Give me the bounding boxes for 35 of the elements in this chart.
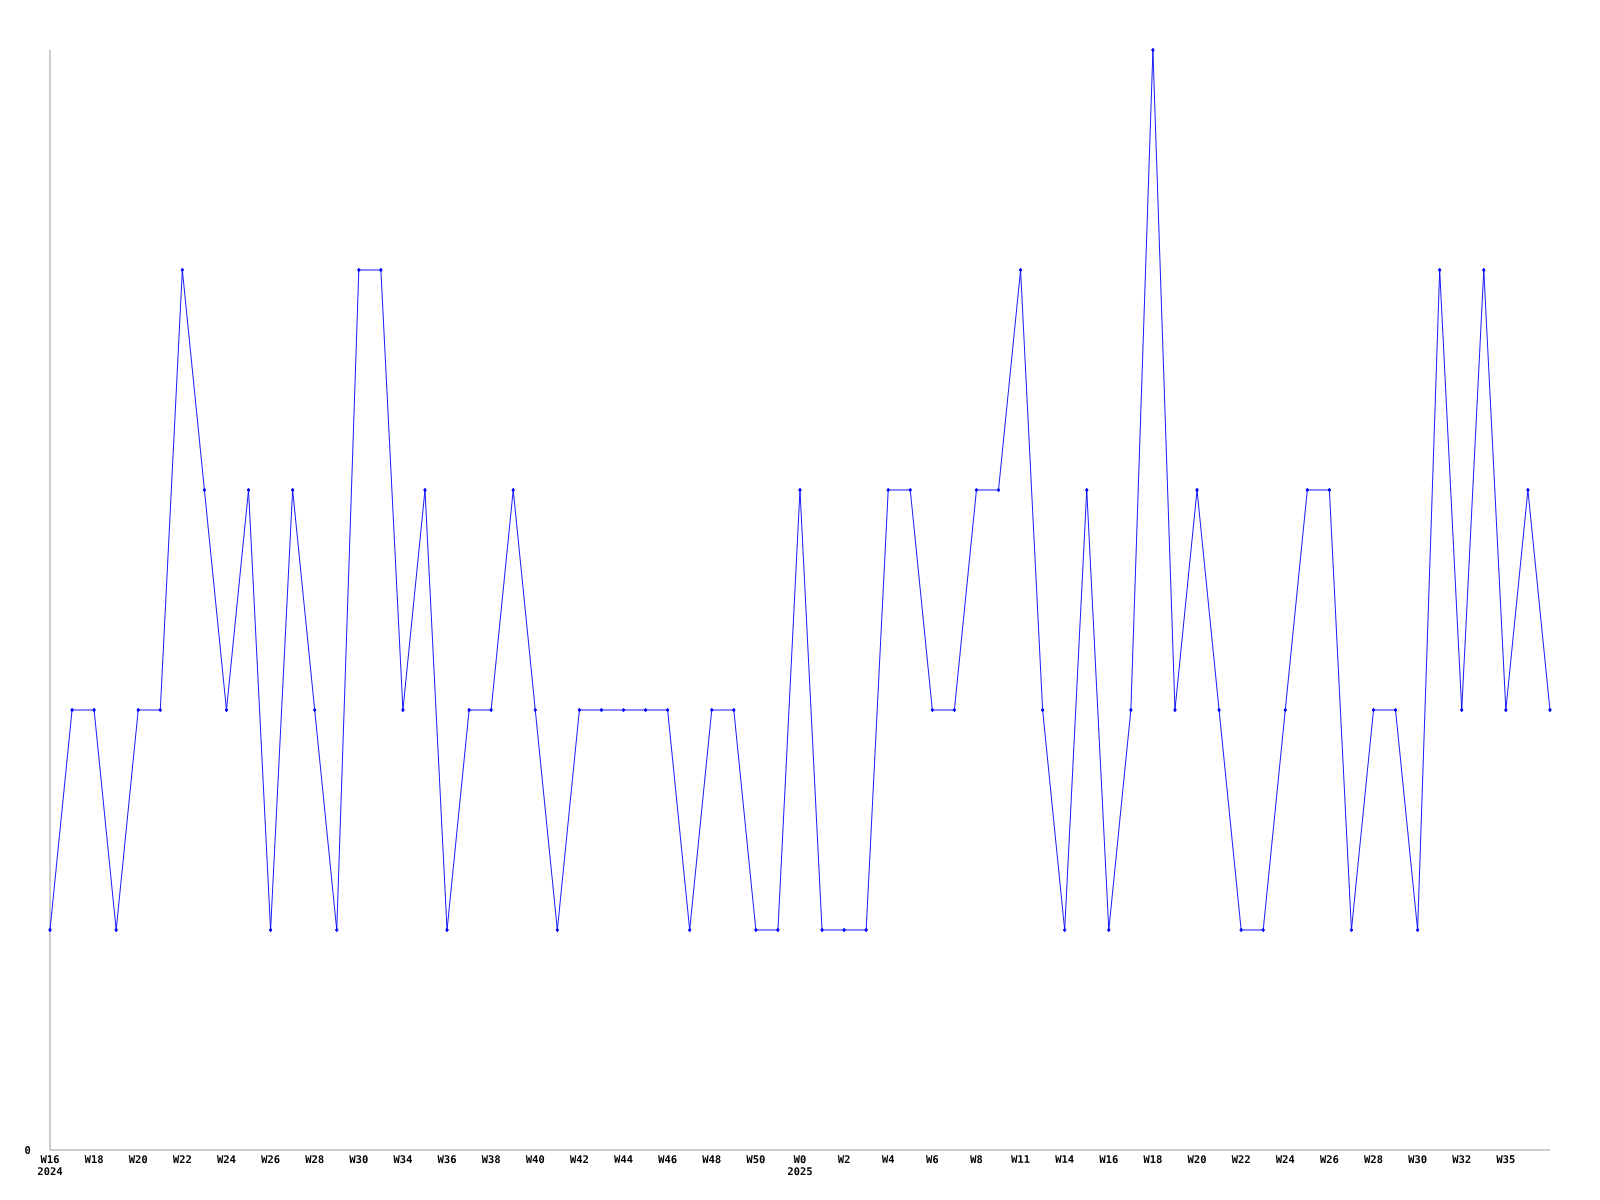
x-tick-label: W30 — [1408, 1155, 1427, 1164]
x-tick-label: W24 — [216, 1155, 236, 1163]
x-tick-label: W14 — [1055, 1155, 1074, 1163]
x-tick-label: W22 — [172, 1155, 191, 1163]
x-tick-label: W20 — [128, 1155, 148, 1164]
x-tick-label: W46 — [658, 1155, 677, 1164]
x-tick-label: W18 — [1143, 1155, 1162, 1164]
x-tick-label: W36 — [437, 1155, 456, 1164]
x-tick-label: W44 — [614, 1155, 633, 1163]
x-tick-label: W0 2025 — [787, 1155, 812, 1176]
x-tick-label: W28 — [1364, 1155, 1383, 1164]
x-tick-label: W18 — [84, 1155, 103, 1164]
x-tick-label: W35 — [1496, 1155, 1515, 1164]
x-tick-label: W24 — [1275, 1155, 1295, 1163]
x-tick-label: W16 2024 — [37, 1155, 63, 1176]
x-tick-label: W8 — [970, 1155, 983, 1164]
x-tick-label: W22 — [1231, 1155, 1250, 1163]
x-tick-label: W20 — [1187, 1155, 1206, 1164]
x-tick-label: W30 — [349, 1155, 368, 1164]
x-tick-label: W34 — [393, 1155, 412, 1164]
x-tick-label: W50 — [746, 1155, 765, 1164]
x-tick-label: W40 — [525, 1155, 545, 1164]
x-tick-label: W6 — [926, 1155, 939, 1164]
x-tick-label: W48 — [702, 1155, 721, 1164]
x-tick-label: W11 — [1011, 1155, 1030, 1163]
x-tick-label: W26 — [1319, 1155, 1339, 1164]
x-tick-label: W2 — [837, 1155, 850, 1163]
x-tick-label: W16 — [1099, 1155, 1118, 1164]
x-tick-label: W4 — [881, 1155, 895, 1163]
x-tick-label: W26 — [261, 1155, 280, 1164]
x-tick-label: W42 — [569, 1155, 589, 1163]
text: 0 — [25, 1146, 31, 1154]
x-tick-label: W38 — [481, 1155, 500, 1164]
x-tick-label: W28 — [305, 1155, 324, 1164]
x-tick-label: W32 — [1452, 1155, 1471, 1164]
